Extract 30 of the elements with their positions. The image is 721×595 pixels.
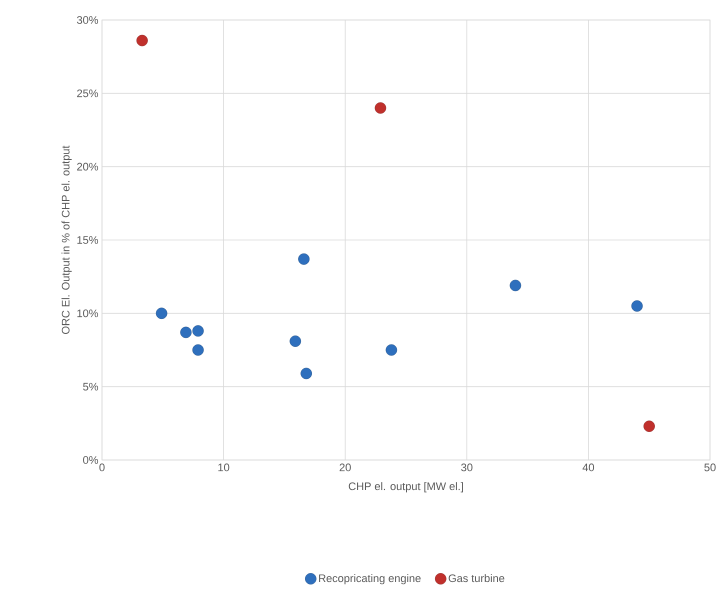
y-tick-label: 30% xyxy=(76,16,98,24)
y-tick-label: 15% xyxy=(77,236,98,244)
x-tick-label: 50 xyxy=(704,464,716,472)
y-axis-title: ORC El. Output in % of CHP el. output xyxy=(61,146,72,334)
y-tick-label: 5% xyxy=(83,382,98,391)
point xyxy=(156,308,168,320)
point xyxy=(290,336,302,347)
point xyxy=(374,102,386,114)
point xyxy=(192,344,204,356)
x-tick-label: 0 xyxy=(99,464,105,472)
x-tick-label: 30 xyxy=(461,464,472,472)
point xyxy=(180,326,192,338)
point xyxy=(644,420,655,432)
x-tick-label: 10 xyxy=(218,464,230,472)
legend-label: Gas turbine xyxy=(448,574,504,582)
point xyxy=(510,280,522,292)
x-axis-title: CHP el. output [MW el.] xyxy=(348,482,463,492)
point xyxy=(298,253,310,265)
point xyxy=(192,325,204,337)
x-tick-label: 40 xyxy=(582,464,594,472)
point xyxy=(386,344,398,356)
legend-label: Recopricating engine xyxy=(319,574,421,584)
y-tick-label: 0% xyxy=(83,456,98,464)
y-tick-label: 25% xyxy=(77,89,98,98)
y-tick-label: 10% xyxy=(77,309,98,318)
point xyxy=(136,34,148,46)
point xyxy=(300,368,312,380)
point xyxy=(631,300,643,312)
x-tick-label: 20 xyxy=(340,464,351,472)
y-tick-label: 20% xyxy=(77,162,98,171)
